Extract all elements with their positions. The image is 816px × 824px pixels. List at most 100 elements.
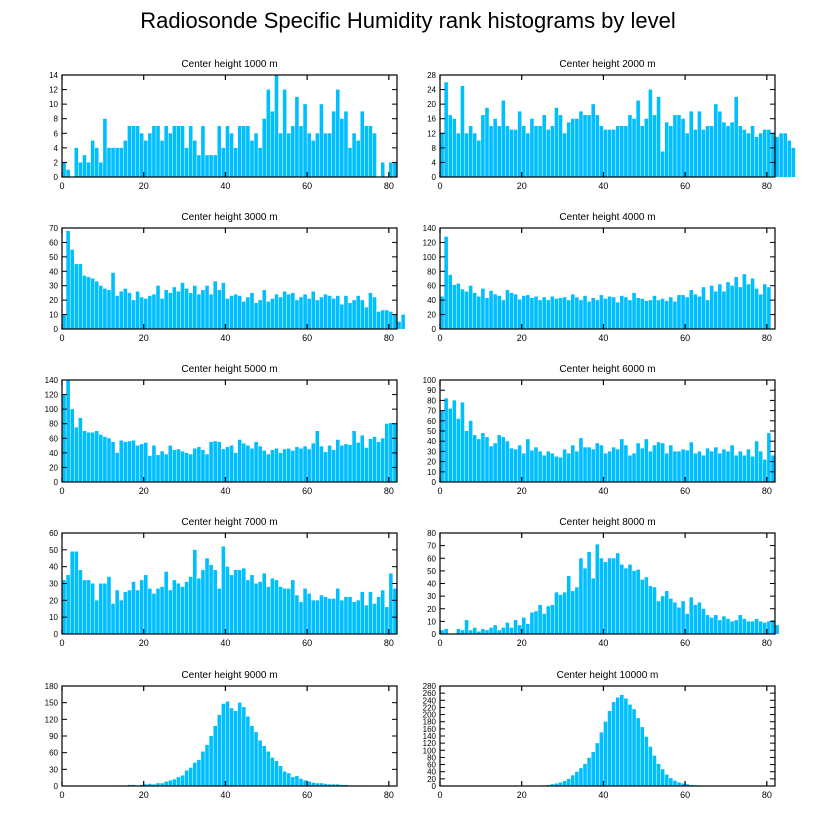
- histogram-bar: [258, 740, 262, 786]
- y-tick-label: 10: [427, 468, 436, 477]
- panel-title: Center height 7000 m: [181, 517, 277, 528]
- histogram-bar: [497, 295, 502, 329]
- histogram-bar: [209, 736, 213, 786]
- histogram-bar: [501, 627, 506, 634]
- y-tick-label: 80: [427, 396, 436, 405]
- histogram-bar: [295, 776, 299, 786]
- histogram-bar: [364, 126, 369, 177]
- histogram-bar: [107, 576, 111, 634]
- histogram-bar: [372, 133, 377, 177]
- histogram-bar: [188, 126, 193, 177]
- histogram-bar: [636, 100, 640, 177]
- histogram-bar: [331, 449, 336, 482]
- histogram-bar: [762, 129, 767, 177]
- histogram-bar: [111, 147, 115, 177]
- histogram-bar: [705, 300, 710, 329]
- histogram-bar: [86, 277, 91, 329]
- y-tick-label: 60: [427, 417, 436, 426]
- histogram-bar: [360, 111, 365, 177]
- histogram-bar: [669, 297, 673, 329]
- y-tick-label: 20: [49, 596, 58, 605]
- histogram-bar: [119, 440, 124, 482]
- histogram-bar: [501, 100, 506, 177]
- x-tick-label: 40: [598, 790, 608, 800]
- histogram-bar: [701, 129, 706, 177]
- histogram-bar: [685, 297, 689, 329]
- histogram-bar: [603, 298, 608, 329]
- x-tick-label: 20: [139, 486, 149, 496]
- y-tick-label: 180: [45, 682, 59, 691]
- histogram-bar: [331, 298, 336, 329]
- histogram-bar: [278, 297, 283, 329]
- histogram-bar: [615, 126, 620, 177]
- histogram-bar: [291, 580, 295, 634]
- histogram-bar: [615, 302, 620, 329]
- histogram-bar: [90, 140, 95, 177]
- histogram-bar: [673, 115, 677, 177]
- histogram-bar: [184, 288, 189, 329]
- histogram-bar: [307, 593, 311, 634]
- y-tick-label: 50: [49, 546, 58, 555]
- histogram-bar: [636, 297, 640, 329]
- histogram-bar: [237, 295, 242, 329]
- histogram-bar: [152, 294, 156, 329]
- histogram-bar: [205, 454, 209, 482]
- histogram-bar: [99, 583, 103, 634]
- histogram-bar: [209, 564, 213, 634]
- histogram-bar: [485, 437, 489, 482]
- histogram-bar: [603, 129, 608, 177]
- histogram-bar: [135, 126, 140, 177]
- histogram-bar: [505, 441, 510, 482]
- histogram-bar: [278, 586, 283, 634]
- y-tick-label: 70: [49, 224, 58, 233]
- x-tick-label: 40: [220, 638, 230, 648]
- y-tick-label: 0: [432, 325, 437, 334]
- histogram-bar: [143, 575, 148, 634]
- histogram-bar: [78, 417, 83, 482]
- y-tick-label: 120: [423, 739, 437, 748]
- histogram-bar: [160, 140, 164, 177]
- x-tick-label: 60: [680, 486, 690, 496]
- y-tick-label: 160: [423, 725, 437, 734]
- histogram-bar: [237, 702, 242, 786]
- histogram-bar: [323, 783, 328, 786]
- histogram-bar: [685, 784, 689, 786]
- histogram-bar: [656, 96, 661, 177]
- histogram-bar: [562, 297, 567, 329]
- histogram-bar: [376, 441, 381, 482]
- histogram-bar: [160, 783, 164, 786]
- y-tick-label: 4: [432, 158, 437, 167]
- histogram-bar: [652, 115, 657, 177]
- histogram-bar: [472, 435, 477, 482]
- histogram-bar: [558, 457, 563, 482]
- y-tick-label: 60: [49, 238, 58, 247]
- histogram-bar: [176, 777, 181, 786]
- x-tick-label: 60: [302, 181, 312, 191]
- histogram-bar: [697, 451, 702, 482]
- histogram-bar: [384, 310, 389, 329]
- y-tick-label: 60: [427, 282, 436, 291]
- histogram-bar: [303, 588, 307, 634]
- histogram-bar: [107, 147, 111, 177]
- x-tick-label: 40: [220, 790, 230, 800]
- panel-10: Center height 10000 m0204060801001201401…: [423, 670, 776, 800]
- histogram-bar: [246, 445, 250, 482]
- histogram-bar: [628, 300, 632, 329]
- histogram-bar: [742, 274, 747, 329]
- x-tick-label: 60: [680, 638, 690, 648]
- histogram-bar: [340, 445, 344, 482]
- histogram-bar: [493, 625, 497, 634]
- histogram-bar: [315, 783, 320, 786]
- histogram-bar: [115, 452, 119, 482]
- histogram-bar: [452, 284, 457, 329]
- histogram-bar: [221, 147, 226, 177]
- histogram-bar: [205, 285, 209, 329]
- histogram-bar: [534, 296, 538, 329]
- histogram-bar: [250, 575, 254, 634]
- histogram-bar: [315, 431, 320, 482]
- histogram-bar: [291, 777, 295, 786]
- histogram-bar: [575, 297, 579, 329]
- histogram-bar: [603, 721, 608, 786]
- histogram-bar: [360, 591, 365, 634]
- histogram-bar: [607, 451, 612, 482]
